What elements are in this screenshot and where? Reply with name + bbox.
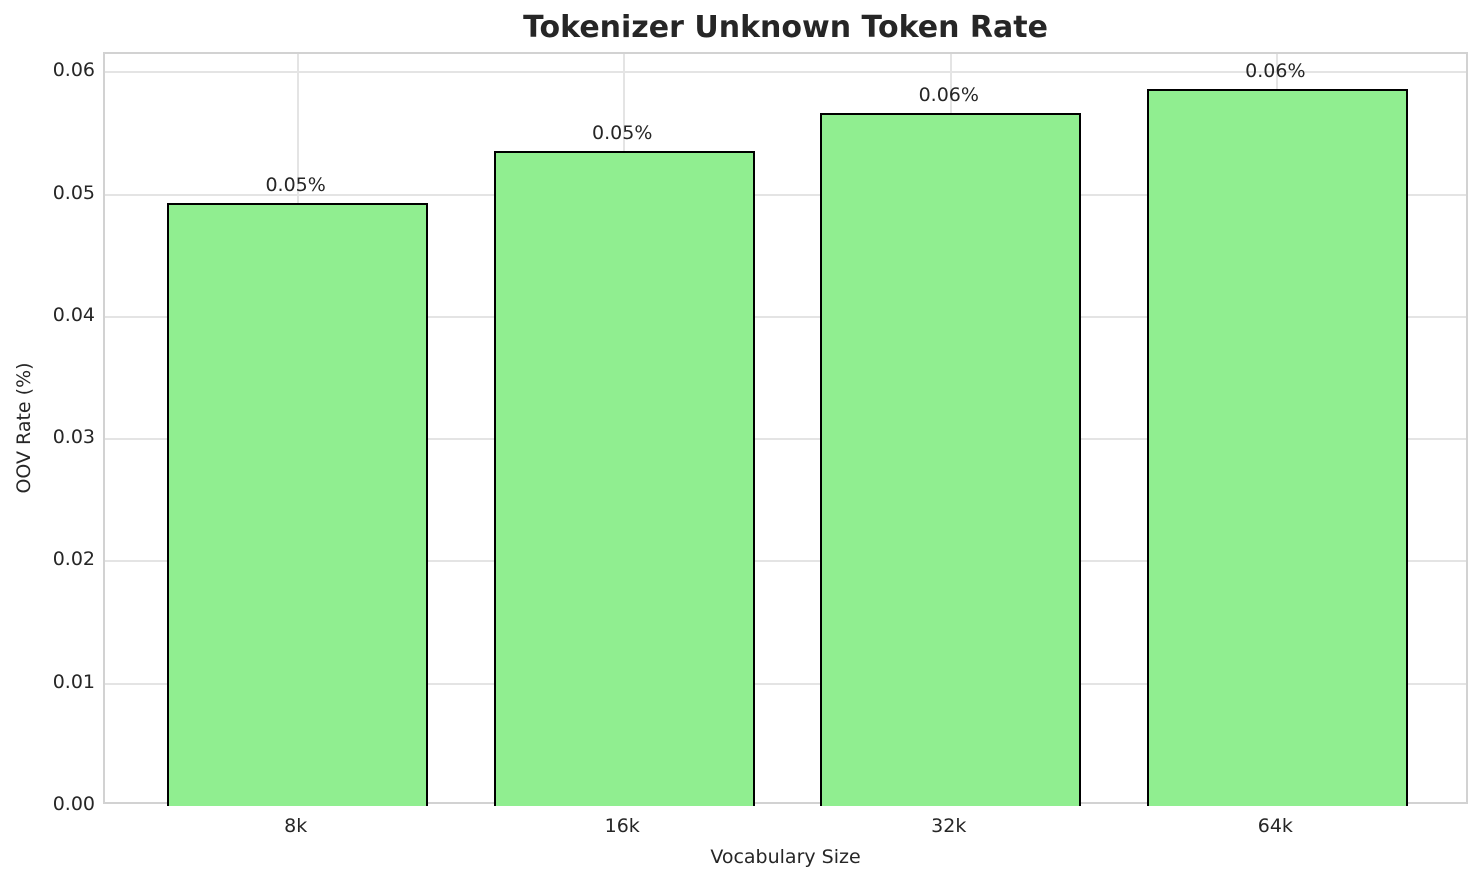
y-tick-label: 0.05 xyxy=(52,181,95,204)
gridline-horizontal xyxy=(105,193,1466,196)
y-tick-label: 0.01 xyxy=(52,670,95,693)
bar-32k xyxy=(820,112,1082,806)
bar-value-label: 0.06% xyxy=(918,83,979,106)
x-tick-label: 16k xyxy=(604,815,640,837)
gridline-horizontal xyxy=(105,315,1466,318)
bar-16k xyxy=(493,150,755,806)
gridline-horizontal xyxy=(105,682,1466,685)
y-tick-label: 0.02 xyxy=(52,548,95,571)
x-axis-label: Vocabulary Size xyxy=(710,846,861,868)
y-tick-label: 0.04 xyxy=(52,303,95,326)
bar-value-label: 0.05% xyxy=(592,121,653,144)
y-tick-label: 0.00 xyxy=(52,793,95,815)
y-tick-label: 0.06 xyxy=(52,59,95,82)
bar-value-label: 0.06% xyxy=(1245,60,1306,83)
plot-area xyxy=(103,52,1468,806)
y-axis-label-text: OOV Rate (%) xyxy=(13,362,35,494)
x-tick-label: 8k xyxy=(284,815,308,837)
bar-64k xyxy=(1146,89,1408,806)
gridline-horizontal xyxy=(105,71,1466,74)
x-tick-label: 64k xyxy=(1257,815,1293,837)
y-tick-label: 0.03 xyxy=(52,426,95,449)
chart-title: Tokenizer Unknown Token Rate xyxy=(523,10,1048,45)
x-tick-label: 32k xyxy=(931,815,967,837)
gridline-horizontal xyxy=(105,438,1466,441)
bar-8k xyxy=(167,203,429,806)
bar-value-label: 0.05% xyxy=(265,174,326,197)
gridline-horizontal xyxy=(105,560,1466,563)
